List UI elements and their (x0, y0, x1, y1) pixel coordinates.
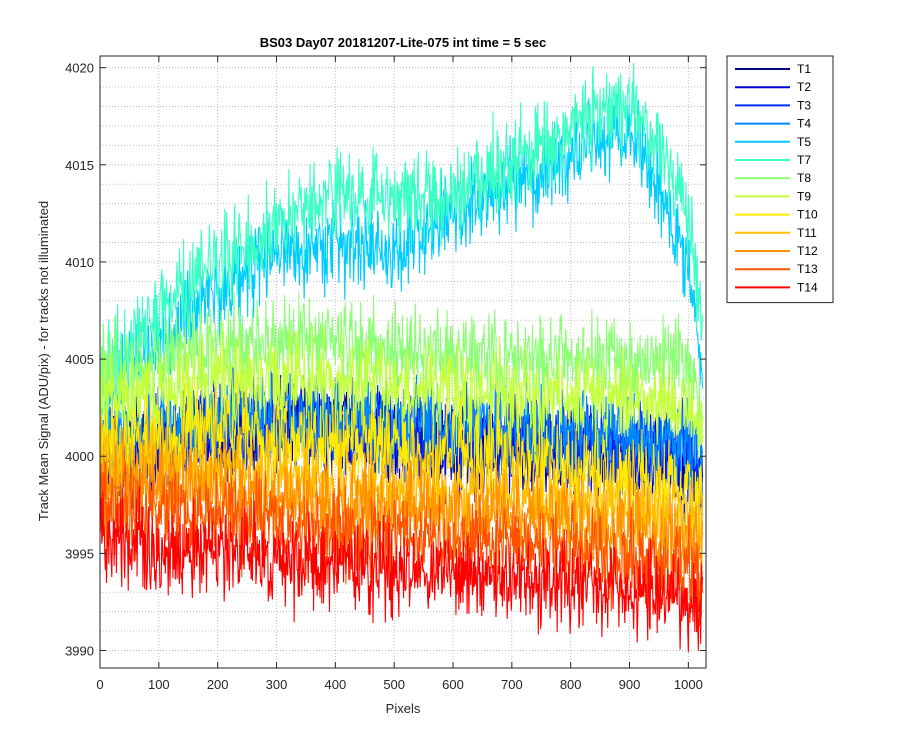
legend-label-t11: T11 (797, 226, 817, 240)
chart-title: BS03 Day07 20181207-Lite-075 int time = … (260, 35, 547, 50)
series-line-t10 (100, 373, 704, 540)
legend: T1 T2 T3 T4 T5 T7 T8 T9 T10 T11 T12 T13 T14 (726, 55, 834, 304)
legend-label-t12: T12 (797, 244, 818, 258)
x-tick-label: 1000 (674, 677, 703, 692)
x-tick-label: 100 (148, 677, 170, 692)
series-line-t8 (100, 292, 704, 428)
y-tick-label: 4005 (65, 352, 94, 367)
x-tick-labels: 0 100 200 300 400 500 600 700 800 900 1000 (96, 677, 702, 692)
x-tick-label: 900 (619, 677, 641, 692)
y-tick-label: 4015 (65, 158, 94, 173)
legend-label-t13: T13 (797, 262, 818, 276)
legend-label-t1: T1 (797, 62, 811, 76)
legend-label-t8: T8 (797, 171, 811, 185)
legend-label-t7: T7 (797, 153, 811, 167)
x-tick-label: 800 (560, 677, 582, 692)
x-tick-label: 700 (501, 677, 523, 692)
legend-label-t9: T9 (797, 189, 811, 203)
legend-label-t2: T2 (797, 80, 811, 94)
axes-box (99, 55, 707, 669)
legend-label-t3: T3 (797, 98, 811, 112)
legend-label-t14: T14 (797, 280, 818, 294)
legend-label-t4: T4 (797, 117, 811, 131)
x-tick-label: 500 (383, 677, 405, 692)
x-tick-label: 0 (96, 677, 103, 692)
series-line-t14 (100, 486, 704, 653)
x-tick-label: 300 (266, 677, 288, 692)
series-line-t9 (100, 321, 704, 460)
legend-box (726, 55, 834, 304)
y-tick-label: 3995 (65, 546, 94, 561)
x-tick-label: 400 (324, 677, 346, 692)
legend-label-t5: T5 (797, 135, 811, 149)
axes (99, 55, 707, 669)
x-tick-label: 200 (207, 677, 229, 692)
series-line-t11 (100, 415, 704, 570)
y-tick-label: 3990 (65, 644, 94, 659)
legend-label-t10: T10 (797, 208, 818, 222)
series-line-t7 (100, 62, 704, 421)
y-tick-label: 4010 (65, 255, 94, 270)
y-tick-label: 4020 (65, 61, 94, 76)
series-line-t13 (100, 460, 704, 626)
x-axis-title: Pixels (386, 701, 421, 716)
y-tick-label: 4000 (65, 449, 94, 464)
series-layer (100, 62, 704, 653)
x-tick-label: 600 (442, 677, 464, 692)
y-axis-title: Track Mean Signal (ADU/pix) - for tracks… (36, 201, 51, 521)
y-tick-labels: 3990 3995 4000 4005 4010 4015 4020 (65, 61, 94, 659)
